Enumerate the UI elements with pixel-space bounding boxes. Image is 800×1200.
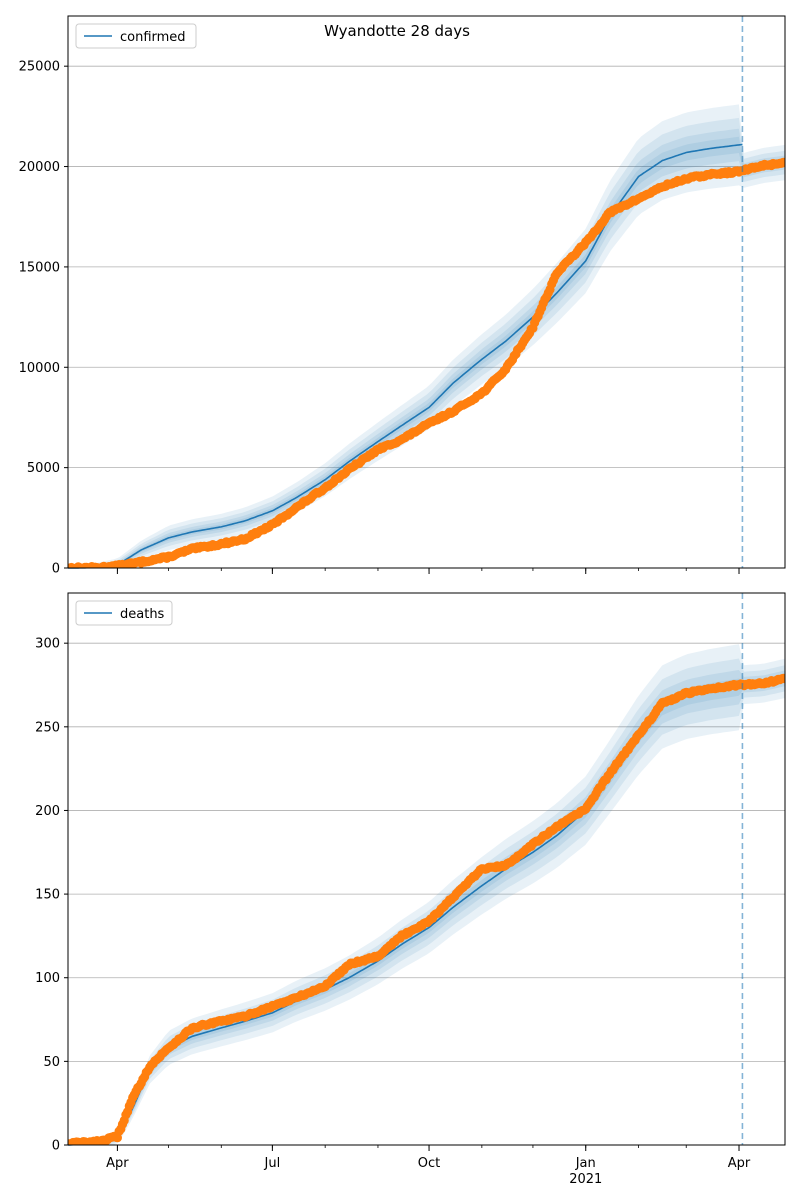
x-tick-label: Jul	[264, 1156, 281, 1171]
y-tick-label: 0	[52, 562, 60, 577]
y-tick-label: 0	[52, 1139, 60, 1154]
legend-label: deaths	[120, 607, 165, 622]
legend: deaths	[75, 600, 173, 626]
confirmed-panel: 0 5000 10000 15000 20000 25000 confirmed	[19, 15, 786, 577]
uncertainty-bands	[68, 644, 785, 1145]
y-tick-label: 50	[43, 1055, 60, 1070]
uncertainty-band	[68, 670, 785, 1145]
uncertainty-band	[68, 117, 785, 568]
x-tick-label: Jan	[575, 1156, 596, 1171]
y-tick-label: 200	[35, 804, 60, 819]
x-tick-label: Apr	[728, 1156, 751, 1171]
y-tick-label: 250	[35, 720, 60, 735]
axes-frame	[67, 15, 786, 569]
legend-label: confirmed	[120, 30, 186, 45]
observed-points	[68, 157, 785, 568]
x-tick-label: Apr	[106, 1156, 129, 1171]
y-tick-label: 100	[35, 971, 60, 986]
y-tick-label: 15000	[19, 260, 60, 275]
x-tick-sublabel: 2021	[569, 1172, 602, 1187]
axes-frame	[67, 592, 786, 1146]
observed-point	[780, 674, 785, 684]
uncertainty-bands	[68, 104, 785, 568]
y-tick-label: 25000	[19, 60, 60, 75]
x-tick-label: Oct	[418, 1156, 440, 1171]
y-tick-label: 300	[35, 637, 60, 652]
y-tick-label: 150	[35, 888, 60, 903]
observed-points	[68, 673, 785, 1145]
legend-box	[75, 23, 197, 49]
legend: confirmed	[75, 23, 197, 49]
legend-box	[75, 600, 173, 626]
y-tick-label: 20000	[19, 160, 60, 175]
observed-point	[780, 158, 785, 168]
uncertainty-band	[68, 136, 785, 568]
model-line	[68, 143, 743, 569]
chart-title: Wyandotte 28 days	[324, 22, 470, 40]
y-tick-label: 5000	[27, 461, 60, 476]
y-tick-label: 10000	[19, 361, 60, 376]
